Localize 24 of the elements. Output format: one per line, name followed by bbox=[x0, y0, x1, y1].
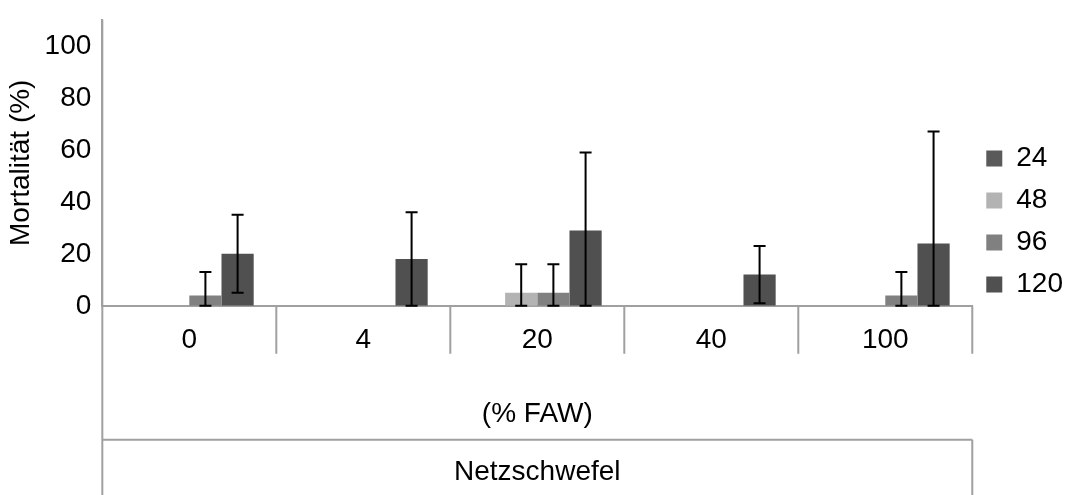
x-tick-label: 4 bbox=[355, 323, 372, 355]
legend-label: 120 bbox=[1016, 267, 1063, 299]
x-tick-label: 20 bbox=[521, 323, 553, 355]
x-tick-label: 40 bbox=[695, 323, 727, 355]
bar bbox=[221, 253, 254, 306]
x-axis-title: (% FAW) bbox=[481, 396, 593, 428]
bar bbox=[189, 295, 222, 306]
y-tick-label: 60 bbox=[60, 132, 92, 164]
bar bbox=[885, 295, 918, 306]
y-tick-label: 100 bbox=[44, 28, 92, 60]
y-tick-label: 0 bbox=[75, 288, 92, 320]
legend-label: 24 bbox=[1016, 141, 1048, 173]
x-tick-label: 0 bbox=[181, 323, 198, 355]
bar bbox=[917, 243, 950, 306]
y-tick-label: 20 bbox=[60, 236, 92, 268]
bar bbox=[569, 230, 602, 306]
legend-label: 48 bbox=[1016, 183, 1048, 215]
legend-label: 96 bbox=[1016, 225, 1048, 257]
y-tick-label: 80 bbox=[60, 80, 92, 112]
x-tick-label: 100 bbox=[861, 323, 909, 355]
bar bbox=[743, 274, 776, 306]
y-axis-title: Mortalität (%) bbox=[3, 79, 35, 247]
y-tick-label: 40 bbox=[60, 184, 92, 216]
bar bbox=[395, 259, 428, 306]
